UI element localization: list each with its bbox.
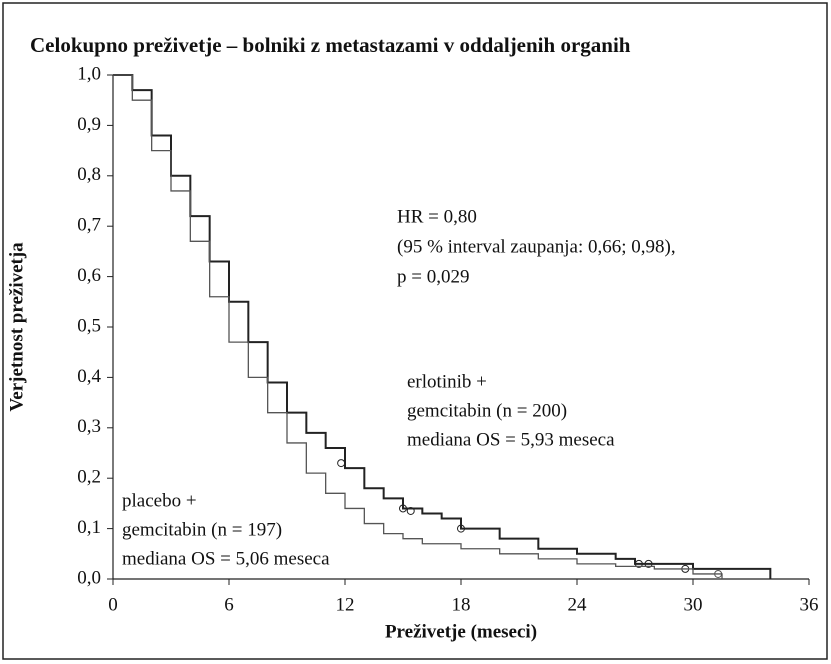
- x-tick-label: 36: [800, 594, 819, 615]
- y-axis-label: Verjetnost preživetja: [6, 242, 27, 412]
- chart-title: Celokupno preživetje – bolniki z metasta…: [30, 33, 631, 57]
- y-tick-label: 0,1: [77, 517, 101, 538]
- y-tick-label: 0,6: [77, 265, 101, 286]
- x-tick-label: 24: [568, 594, 588, 615]
- x-tick-label: 6: [224, 594, 234, 615]
- annotation: p = 0,029: [397, 266, 469, 287]
- annotation: placebo +: [122, 490, 197, 511]
- annotation: (95 % interval zaupanja: 0,66; 0,98),: [397, 236, 676, 257]
- annotation: HR = 0,80: [397, 206, 477, 227]
- y-tick-label: 0,7: [77, 215, 101, 236]
- survival-curve: [113, 74, 723, 579]
- annotation: gemcitabin (n = 197): [122, 519, 282, 540]
- censor-mark: [714, 569, 723, 578]
- annotation: mediana OS = 5,93 meseca: [407, 429, 615, 450]
- x-tick-label: 30: [684, 594, 703, 615]
- x-tick-label: 12: [336, 594, 355, 615]
- censor-mark: [644, 559, 653, 568]
- survival-curve: [113, 74, 772, 579]
- x-axis-label: Preživetje (meseci): [385, 621, 537, 642]
- y-tick-label: 0,9: [77, 114, 101, 135]
- annotation: erlotinib +: [407, 371, 487, 392]
- y-tick-label: 0,2: [77, 467, 101, 488]
- censor-mark: [457, 524, 465, 533]
- x-tick-label: 0: [108, 594, 118, 615]
- censor-mark: [337, 459, 346, 468]
- y-tick-label: 0,5: [77, 315, 101, 336]
- censor-mark: [399, 504, 407, 513]
- y-tick-label: 0,4: [77, 366, 101, 387]
- annotation: mediana OS = 5,06 meseca: [122, 548, 330, 569]
- y-tick-label: 1,0: [77, 63, 101, 84]
- y-tick-label: 0,0: [77, 567, 101, 588]
- x-tick-label: 18: [452, 594, 471, 615]
- censor-mark: [634, 559, 643, 568]
- y-tick-label: 0,8: [77, 164, 101, 185]
- censor-mark: [406, 506, 415, 515]
- y-tick-label: 0,3: [77, 416, 101, 437]
- annotation: gemcitabin (n = 200): [407, 400, 567, 421]
